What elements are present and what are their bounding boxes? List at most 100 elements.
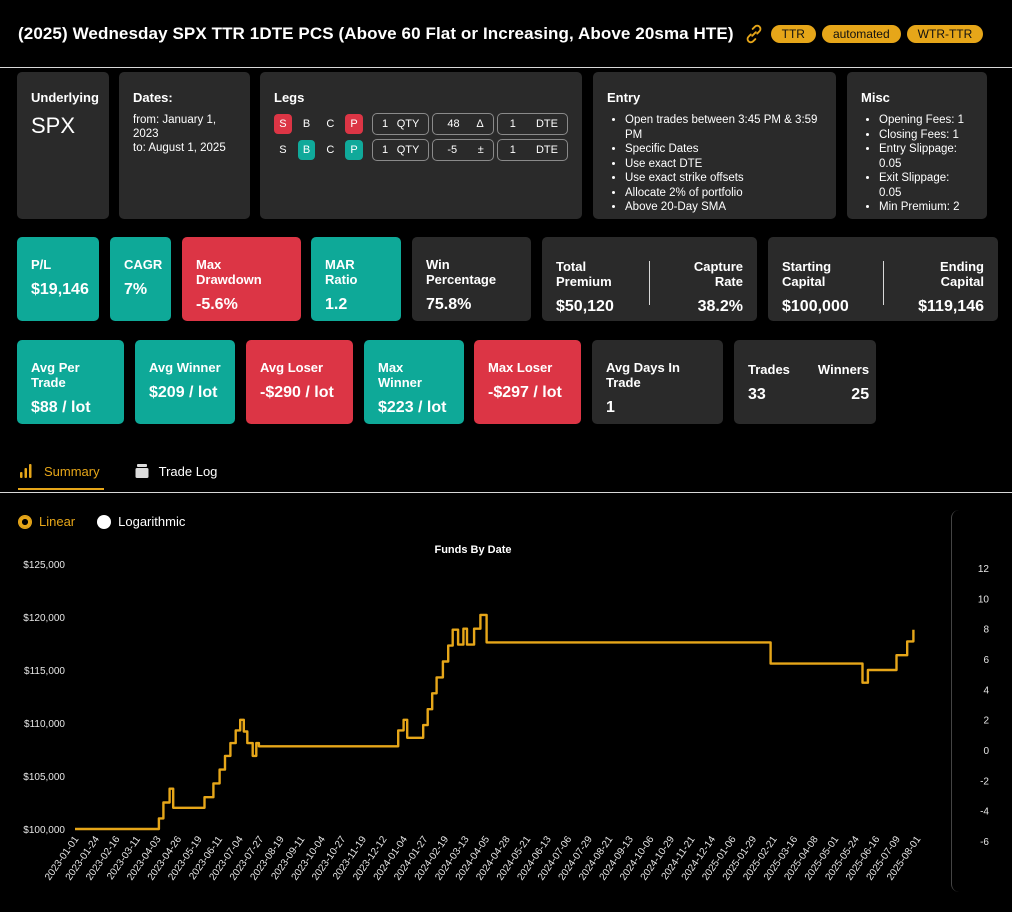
entry-item: Allocate 2% of portfolio <box>625 186 822 201</box>
funds-by-date-chart: Funds By Date $100,000$105,000$110,000$1… <box>23 544 990 883</box>
win-percentage-card: Win Percentage 75.8% <box>412 237 531 321</box>
right-tick-label: -2 <box>980 776 989 787</box>
tag-automated[interactable]: automated <box>821 25 901 43</box>
linear-radio[interactable] <box>18 514 32 529</box>
max-winner-card: Max Winner $223 / lot <box>364 340 464 424</box>
ending-capital-col: Ending Capital $119,146 <box>898 259 984 321</box>
leg1-qty-value: 1 <box>381 117 389 130</box>
leg2-put-toggle[interactable]: P <box>345 139 363 160</box>
y-tick-label: $120,000 <box>23 613 65 624</box>
max-drawdown-label: Max Drawdown <box>196 257 262 287</box>
date-from: from: January 1, 2023 <box>133 114 217 140</box>
tabs-divider <box>0 492 1012 493</box>
tag-wtr-ttr[interactable]: WTR-TTR <box>906 25 984 43</box>
leg1-delta-value: 48 <box>447 117 460 130</box>
underlying-card: Underlying SPX <box>17 72 109 219</box>
avg-loser-card: Avg Loser -$290 / lot <box>246 340 353 424</box>
misc-item: Closing Fees: 1 <box>879 128 973 143</box>
leg2-sell-toggle[interactable]: S <box>279 143 287 156</box>
leg1-put-toggle[interactable]: P <box>345 113 363 134</box>
avg-loser-value: -$290 / lot <box>260 384 334 401</box>
winners-label: Winners <box>817 362 870 377</box>
leg1-buy-toggle[interactable]: B <box>302 117 311 130</box>
underlying-value: SPX <box>31 113 76 138</box>
entry-list: Open trades between 3:45 PM & 3:59 PM Sp… <box>607 113 822 215</box>
logarithmic-label[interactable]: Logarithmic <box>118 514 186 529</box>
right-tick-label: 6 <box>983 655 989 666</box>
max-drawdown-card: Max Drawdown -5.6% <box>182 237 301 321</box>
winners-col: Winners 25 <box>818 362 869 424</box>
date-to: to: August 1, 2025 <box>133 142 226 154</box>
leg2-dte-label: DTE <box>535 143 558 156</box>
pl-label: P/L <box>31 257 52 272</box>
leg2-qty-label: QTY <box>396 143 420 156</box>
right-tick-label: -6 <box>980 837 989 848</box>
leg1-dte-value: 1 <box>509 117 516 130</box>
link-icon[interactable] <box>743 23 765 45</box>
cagr-card: CAGR 7% <box>110 237 171 321</box>
misc-item: Exit Slippage: 0.05 <box>879 171 973 200</box>
trades-label: Trades <box>748 362 790 377</box>
misc-list: Opening Fees: 1 Closing Fees: 1 Entry Sl… <box>861 113 973 215</box>
max-drawdown-value: -5.6% <box>196 296 238 313</box>
right-tick-label: 10 <box>978 594 990 605</box>
misc-item: Entry Slippage: 0.05 <box>879 142 973 171</box>
active-tab-indicator <box>18 488 104 490</box>
tag-ttr[interactable]: TTR <box>770 25 816 43</box>
ending-capital-value: $119,146 <box>918 298 984 315</box>
strategy-header: (2025) Wednesday SPX TTR 1DTE PCS (Above… <box>18 22 984 46</box>
leg2-call-toggle[interactable]: C <box>326 143 335 156</box>
leg2-offset-field[interactable]: -5 ± <box>432 138 494 161</box>
leg2-buy-toggle[interactable]: B <box>297 139 316 160</box>
mar-ratio-label: MAR Ratio <box>325 257 358 287</box>
max-winner-label: Max Winner <box>378 360 422 390</box>
leg2-offset-symbol: ± <box>477 143 484 156</box>
capture-rate-value: 38.2% <box>697 298 743 315</box>
leg2-qty-field[interactable]: 1 QTY <box>371 138 430 161</box>
legs-label: Legs <box>274 90 305 105</box>
linear-label[interactable]: Linear <box>39 514 76 529</box>
dates-card: Dates: from: January 1, 2023 to: August … <box>119 72 250 219</box>
starting-capital-label: Starting Capital <box>782 259 832 289</box>
tab-summary[interactable]: Summary <box>18 460 100 482</box>
trades-col: Trades 33 <box>748 362 790 424</box>
avg-days-value: 1 <box>606 399 615 416</box>
capital-card: Starting Capital $100,000 Ending Capital… <box>768 237 998 321</box>
leg1-qty-field[interactable]: 1 QTY <box>371 112 430 135</box>
right-tick-label: 0 <box>983 746 989 757</box>
leg1-dte-field[interactable]: 1 DTE <box>496 112 568 135</box>
leg1-dte-label: DTE <box>535 117 558 130</box>
underlying-label: Underlying <box>31 90 99 105</box>
cagr-value: 7% <box>124 281 148 298</box>
right-tick-label: 12 <box>978 564 990 575</box>
leg2-dte-field[interactable]: 1 DTE <box>496 138 568 161</box>
avg-days-label: Avg Days In Trade <box>606 360 680 390</box>
entry-item: Use exact strike offsets <box>625 171 822 186</box>
max-loser-label: Max Loser <box>488 360 553 375</box>
entry-card: Entry Open trades between 3:45 PM & 3:59… <box>593 72 836 219</box>
leg1-delta-field[interactable]: 48 Δ <box>432 112 494 135</box>
page-title: (2025) Wednesday SPX TTR 1DTE PCS (Above… <box>18 24 734 43</box>
leg1-delta-symbol: Δ <box>476 117 484 130</box>
avg-loser-label: Avg Loser <box>260 360 324 375</box>
tab-trade-log[interactable]: Trade Log <box>134 460 217 482</box>
header-divider <box>0 67 1012 68</box>
entry-label: Entry <box>607 90 641 105</box>
total-premium-label: Total Premium <box>556 259 612 289</box>
pl-card: P/L $19,146 <box>17 237 99 321</box>
pl-value: $19,146 <box>31 281 89 298</box>
right-tick-label: 8 <box>983 625 989 636</box>
leg1-call-toggle[interactable]: C <box>326 117 335 130</box>
right-tick-label: 4 <box>983 685 989 696</box>
leg1-sell-toggle[interactable]: S <box>274 113 292 134</box>
total-premium-value: $50,120 <box>556 298 614 315</box>
logarithmic-radio[interactable] <box>97 514 112 529</box>
misc-card: Misc Opening Fees: 1 Closing Fees: 1 Ent… <box>847 72 987 219</box>
entry-item: Open trades between 3:45 PM & 3:59 PM <box>625 113 822 142</box>
bar-chart-icon <box>20 464 32 478</box>
misc-item: Opening Fees: 1 <box>879 113 973 128</box>
view-tabs: Summary Trade Log <box>18 460 217 482</box>
metric-divider <box>882 261 884 305</box>
avg-per-trade-label: Avg Per Trade <box>31 360 80 390</box>
avg-winner-card: Avg Winner $209 / lot <box>135 340 235 424</box>
